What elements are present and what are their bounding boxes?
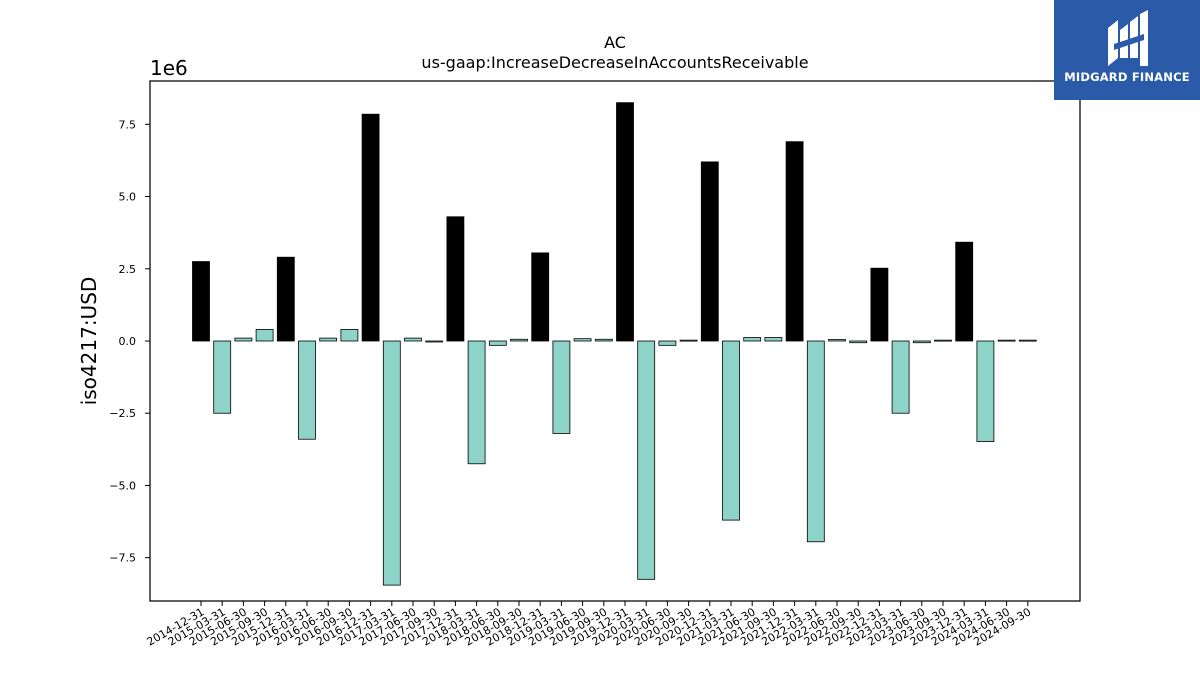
bar-2021-09-30 [764,337,783,342]
bar-2018-12-31 [531,252,550,342]
bar-2017-09-30 [425,340,444,343]
bar-2020-12-31 [700,161,719,342]
bar-2024-03-31 [976,340,995,442]
bar-2023-09-30 [934,339,952,342]
bar-2015-03-31 [213,340,232,414]
chart-title: AC [604,33,626,52]
bar-2015-09-30 [255,329,274,342]
bar-2022-12-31 [870,267,889,342]
bar-2020-06-30 [658,340,677,346]
bar-2018-06-30 [488,340,507,346]
y-ticks: −7.5 −5.0 −2.5 0.0 2.5 5.0 7.5 [109,118,150,565]
bar-2022-06-30 [828,339,846,342]
y-tick-label: −7.5 [109,552,136,565]
bar-2016-09-30 [340,329,359,342]
y-axis-label: iso4217:USD [77,277,101,406]
bar-2022-09-30 [849,340,868,344]
bar-2019-12-31 [616,102,634,342]
bar-2015-12-31 [276,256,295,342]
plot-frame [149,80,1081,602]
bar-2017-12-31 [446,216,465,342]
bar-2019-06-30 [573,338,592,342]
y-scale-label: 1e6 [150,56,188,80]
bars-group [192,102,1037,586]
logo-text: MIDGARD FINANCE [1064,70,1190,84]
bar-2018-09-30 [510,338,528,342]
bar-2016-03-31 [298,340,316,440]
bar-2024-09-30 [1018,339,1037,342]
bar-2023-06-30 [912,340,931,344]
bar-2021-03-31 [722,340,740,521]
bar-2018-03-31 [467,340,486,465]
y-tick-label: 0.0 [119,335,137,348]
bar-2014-12-31 [192,261,210,342]
y-tick-label: 7.5 [119,118,137,131]
brand-logo: MIDGARD FINANCE [1054,0,1200,100]
bar-2022-03-31 [806,340,825,543]
bar-2019-09-30 [594,338,613,342]
y-tick-label: 2.5 [119,263,137,276]
y-tick-label: −2.5 [109,407,136,420]
bar-2023-03-31 [891,340,910,414]
bar-2016-06-30 [319,337,338,342]
chart-subtitle: us-gaap:IncreaseDecreaseInAccountsReceiv… [421,53,808,72]
y-tick-label: 5.0 [119,191,137,204]
bar-2021-12-31 [785,141,804,342]
bar-2021-06-30 [743,337,762,342]
bar-2020-03-31 [637,340,656,580]
x-ticks: 2014-12-312015-03-312015-06-302015-09-30… [145,601,1033,649]
y-tick-label: −5.0 [109,479,136,492]
bar-2024-06-30 [997,339,1016,342]
bar-2023-12-31 [955,241,974,342]
bar-2015-06-30 [234,337,253,342]
bar-2017-03-31 [382,340,401,586]
bar-2017-06-30 [404,337,422,342]
bar-2016-12-31 [361,113,380,342]
bar-2020-09-30 [679,339,698,342]
bar-2019-03-31 [552,340,571,434]
midgard-logo-icon [1108,10,1148,66]
